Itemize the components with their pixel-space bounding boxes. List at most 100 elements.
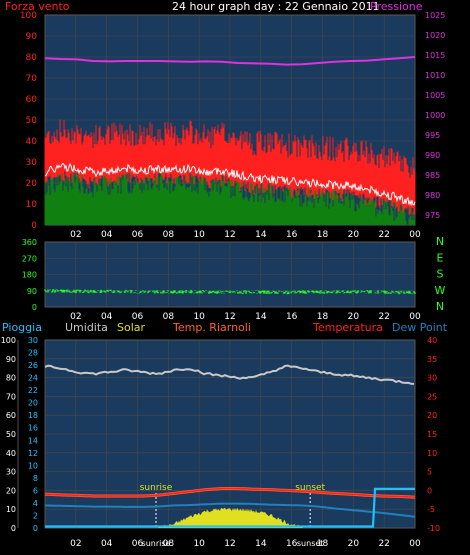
- percent-tick-label: 90: [6, 355, 16, 364]
- rain-tick-label: 18: [28, 411, 38, 420]
- x-tick-label: 10: [193, 539, 205, 549]
- direction-tick-label: 90: [27, 287, 37, 296]
- pressure-tick-label: 1000: [425, 111, 445, 120]
- pressure-tick-label: 975: [425, 211, 440, 220]
- temperature-tick-label: 15: [427, 430, 437, 439]
- legend-rain: Pioggia: [2, 321, 42, 334]
- wind-tick-label: 30: [26, 158, 38, 168]
- x-tick-label: 02: [70, 539, 81, 549]
- x-tick-label: 14: [255, 539, 267, 549]
- percent-tick-label: 70: [6, 392, 16, 401]
- x-tick-label: sunset: [297, 539, 324, 548]
- x-tick-label: 12: [224, 230, 235, 240]
- x-tick-label: 16: [286, 539, 298, 549]
- x-tick-label: 00: [409, 230, 421, 240]
- wind-direction-series: [44, 289, 416, 295]
- wind-tick-label: 70: [26, 74, 38, 84]
- temperature-tick-label: 40: [427, 336, 437, 345]
- pressure-line: [44, 56, 416, 66]
- x-tick-label: 08: [163, 312, 175, 322]
- x-tick-label: 22: [378, 539, 389, 549]
- wind-tick-label: 50: [26, 116, 38, 126]
- pressure-tick-label: 1005: [425, 91, 445, 100]
- dew-point-line: [44, 502, 416, 518]
- wind-tick-label: 10: [26, 200, 38, 210]
- temperature-tick-label: 10: [427, 449, 437, 458]
- axis-tick-labels: 0102030405060708090100975980985990995100…: [1, 11, 446, 549]
- rain-tick-label: 0: [33, 524, 38, 533]
- sunset-annotation: sunset: [295, 483, 325, 493]
- pressure-tick-label: 1025: [425, 11, 445, 20]
- temperature-line: [44, 487, 416, 498]
- pressure-tick-label: 985: [425, 171, 440, 180]
- rain-tick-label: 28: [28, 349, 38, 358]
- wind-axis-title: Forza vento: [5, 0, 70, 13]
- x-tick-label: 16: [286, 312, 298, 322]
- x-tick-label: 02: [70, 312, 81, 322]
- x-tick-label: 20: [348, 230, 360, 240]
- x-tick-label: 08: [163, 230, 175, 240]
- x-tick-label: 00: [409, 539, 421, 549]
- x-tick-label: 06: [132, 312, 144, 322]
- rain-line: [45, 487, 415, 528]
- percent-tick-label: 100: [1, 336, 16, 345]
- x-tick-label: sunrise: [142, 539, 171, 548]
- humidity-line: [44, 364, 415, 385]
- percent-tick-label: 0: [11, 524, 16, 533]
- x-tick-label: 12: [224, 539, 235, 549]
- rain-tick-label: 12: [28, 449, 38, 458]
- compass-label: E: [437, 251, 444, 264]
- x-tick-label: 06: [132, 539, 144, 549]
- percent-tick-label: 60: [6, 411, 16, 420]
- temperature-tick-label: 25: [427, 392, 437, 401]
- chart-marks: [44, 56, 416, 528]
- wind-gust-series: [44, 119, 416, 215]
- compass-label: N: [436, 235, 444, 248]
- percent-tick-label: 10: [6, 505, 16, 514]
- x-tick-label: 14: [255, 230, 267, 240]
- solar-area: [45, 507, 415, 528]
- direction-tick-label: 360: [22, 238, 37, 247]
- x-tick-label: 14: [255, 312, 267, 322]
- rain-tick-label: 16: [28, 424, 38, 433]
- wind-tick-label: 80: [26, 53, 38, 63]
- rain-tick-label: 10: [28, 461, 38, 470]
- x-tick-label: 18: [317, 312, 329, 322]
- x-tick-label: 10: [193, 230, 205, 240]
- percent-tick-label: 20: [6, 486, 16, 495]
- temperature-tick-label: 30: [427, 374, 437, 383]
- x-tick-label: 04: [101, 539, 113, 549]
- wind-tick-label: 60: [26, 95, 38, 105]
- rain-tick-label: 2: [33, 511, 38, 520]
- percent-tick-label: 50: [6, 430, 16, 439]
- wind-tick-label: 0: [31, 221, 37, 231]
- compass-label: W: [435, 284, 446, 297]
- rain-tick-label: 4: [33, 499, 38, 508]
- pressure-tick-label: 995: [425, 131, 440, 140]
- percent-tick-label: 30: [6, 468, 16, 477]
- x-tick-label: 04: [101, 230, 113, 240]
- x-tick-label: 20: [348, 312, 360, 322]
- pressure-tick-label: 980: [425, 191, 440, 200]
- rain-tick-label: 24: [28, 374, 38, 383]
- wind-tick-label: 100: [20, 11, 37, 21]
- pressure-tick-label: 1020: [425, 31, 445, 40]
- x-tick-label: 00: [409, 312, 421, 322]
- wind-tick-label: 40: [26, 137, 38, 147]
- wind-average-line: [44, 162, 416, 207]
- x-tick-label: 22: [378, 230, 389, 240]
- rain-tick-label: 30: [28, 336, 38, 345]
- x-tick-label: 02: [70, 230, 81, 240]
- x-tick-label: 08: [163, 539, 175, 549]
- rain-tick-label: 14: [28, 436, 38, 445]
- x-tick-label: 18: [317, 230, 329, 240]
- temperature-tick-label: 5: [427, 468, 432, 477]
- temperature-tick-label: -10: [427, 524, 440, 533]
- rain-tick-label: 6: [33, 486, 38, 495]
- x-tick-label: 04: [101, 312, 113, 322]
- percent-tick-label: 40: [6, 449, 16, 458]
- x-tick-label: 06: [132, 230, 144, 240]
- temperature-tick-label: -5: [427, 505, 435, 514]
